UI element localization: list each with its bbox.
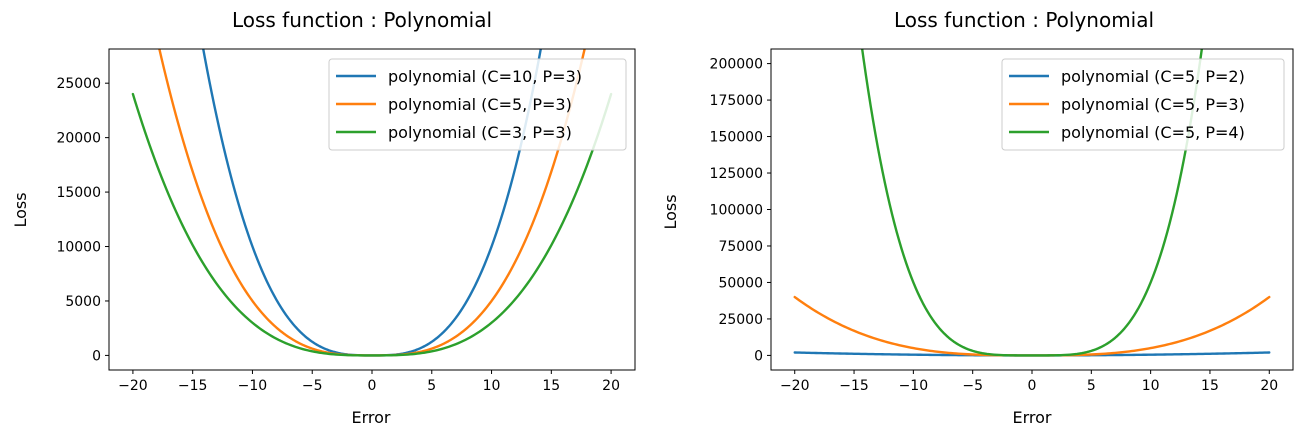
y-tick-label: 15000 (56, 185, 101, 201)
series-line-3 (131, 92, 613, 357)
y-tick-label: 5000 (65, 294, 101, 310)
y-tick-label: 200000 (710, 57, 763, 73)
y-tick-label: 100000 (710, 203, 763, 219)
x-tick-label: −5 (302, 378, 323, 394)
chart-title: Loss function : Polynomial (894, 8, 1154, 32)
x-tick-label: −20 (780, 378, 810, 394)
y-axis-label: Loss (661, 194, 680, 229)
x-axis-label: Error (1013, 408, 1052, 427)
y-tick-label: 0 (92, 348, 101, 364)
y-tick-label: 10000 (56, 240, 101, 256)
x-tick-label: −15 (178, 378, 208, 394)
y-tick-label: 25000 (56, 76, 101, 92)
series-line-3 (860, 49, 1204, 357)
y-tick-label: 175000 (710, 93, 763, 109)
legend-label: polynomial (C=3, P=3) (388, 123, 572, 142)
x-tick-label: −10 (238, 378, 268, 394)
x-tick-label: 0 (1028, 378, 1037, 394)
chart-right: Loss function : Polynomial Error Loss −2… (661, 8, 1294, 427)
y-tick-label: 50000 (718, 275, 763, 291)
x-tick-label: 10 (1142, 378, 1160, 394)
plot-area: −20 −15 −10 −5 0 5 10 15 20 0 5000 10000 15000 20000 2… (56, 48, 636, 394)
legend-label: polynomial (C=10, P=3) (388, 67, 582, 86)
y-tick-label: 25000 (718, 312, 763, 328)
x-tick-label: −5 (962, 378, 983, 394)
x-tick-label: 20 (602, 378, 620, 394)
legend-box (1001, 58, 1285, 151)
legend-label: polynomial (C=5, P=3) (1061, 95, 1245, 114)
x-tick-label: 0 (368, 378, 377, 394)
y-tick-label: 150000 (710, 130, 763, 146)
legend-box (328, 58, 627, 151)
plot-area: −20 −15 −10 −5 0 5 10 15 20 0 25000 50000 75000 10000… (710, 48, 1294, 394)
x-tick-label: −10 (899, 378, 929, 394)
legend-label: polynomial (C=5, P=2) (1061, 67, 1245, 86)
y-tick-label: 0 (754, 348, 763, 364)
series-line-2 (793, 295, 1271, 357)
x-tick-label: 5 (427, 378, 436, 394)
y-axis-label: Loss (11, 192, 30, 227)
chart-left: Loss function : Polynomial Error Loss −2… (11, 8, 636, 427)
x-axis-label: Error (352, 408, 391, 427)
chart-title: Loss function : Polynomial (232, 8, 492, 32)
series-line-1 (202, 49, 542, 357)
x-tick-label: 5 (1087, 378, 1096, 394)
x-tick-label: −15 (839, 378, 869, 394)
y-tick-label: 75000 (718, 239, 763, 255)
legend: polynomial (C=10, P=3) polynomial (C=5, P… (328, 58, 627, 151)
series-group (793, 49, 1271, 357)
x-tick-label: 15 (542, 378, 560, 394)
series-group (131, 49, 613, 357)
legend: polynomial (C=5, P=2) polynomial (C=5, P=… (1001, 58, 1285, 151)
x-tick-label: −20 (118, 378, 148, 394)
legend-label: polynomial (C=5, P=4) (1061, 123, 1245, 142)
legend-label: polynomial (C=5, P=3) (388, 95, 572, 114)
y-tick-label: 125000 (710, 166, 763, 182)
x-tick-label: 10 (483, 378, 501, 394)
x-tick-label: 15 (1201, 378, 1219, 394)
y-tick-label: 20000 (56, 131, 101, 147)
x-tick-label: 20 (1260, 378, 1278, 394)
